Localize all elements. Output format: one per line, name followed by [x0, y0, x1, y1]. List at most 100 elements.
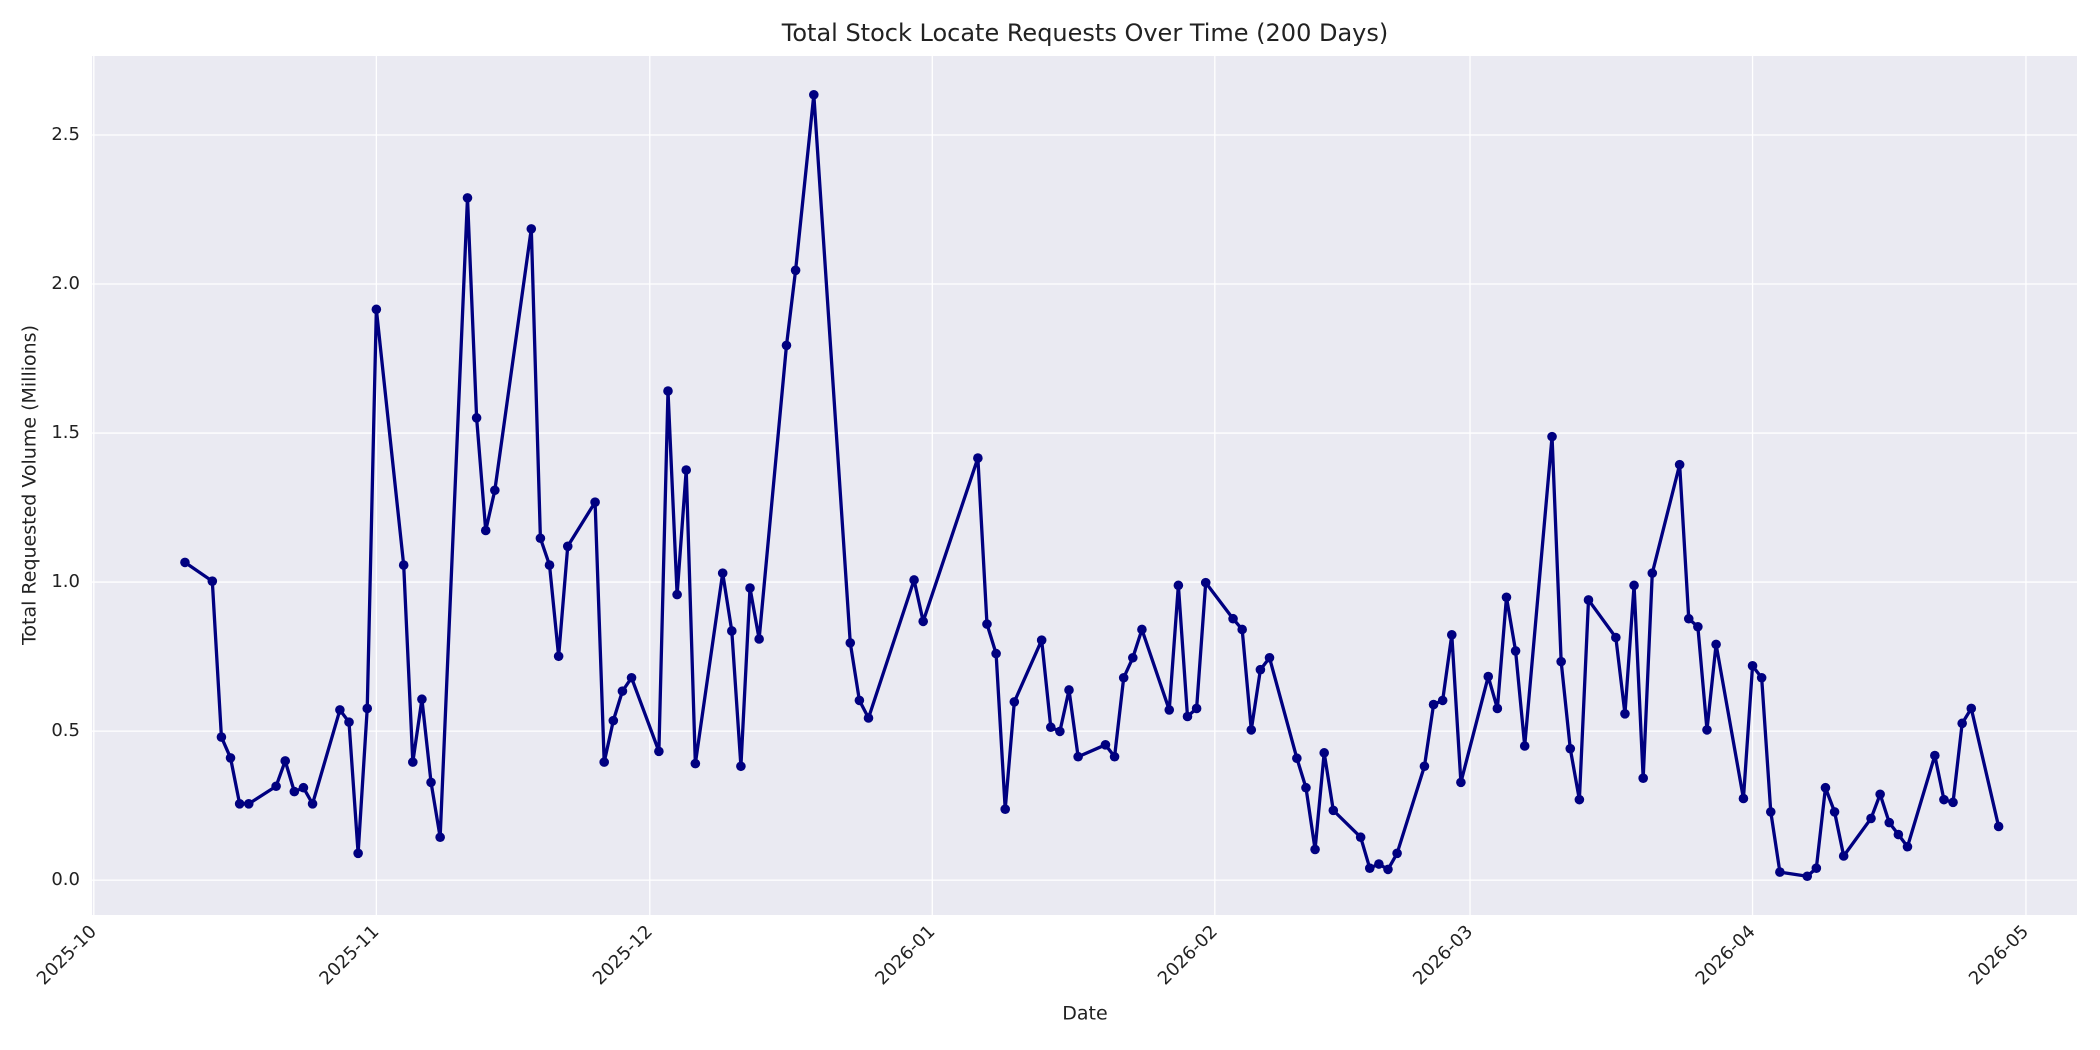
data-point [216, 732, 227, 742]
data-point [1647, 568, 1658, 578]
data-point [790, 265, 801, 276]
data-point [1164, 705, 1175, 715]
data-point [991, 648, 1001, 659]
data-point [544, 560, 555, 570]
data-point [1683, 613, 1694, 624]
data-point [1009, 697, 1020, 707]
data-point [736, 761, 746, 772]
data-point [307, 799, 318, 809]
data-point [982, 619, 992, 629]
data-point [298, 782, 309, 793]
data-point [626, 672, 637, 683]
data-point [362, 703, 373, 714]
data-point [280, 756, 291, 766]
data-point [1064, 685, 1074, 695]
data-point [1000, 804, 1011, 814]
data-point [1492, 703, 1503, 714]
y-axis-label: Total Requested Volume (Millions) [19, 325, 41, 646]
data-point [717, 568, 728, 578]
x-tick-label: 2025-11 [315, 921, 383, 989]
data-point [1428, 699, 1439, 710]
data-point [1711, 639, 1721, 650]
data-point [1501, 592, 1512, 603]
data-point [1383, 864, 1393, 875]
data-point [1875, 789, 1885, 800]
data-point [973, 453, 983, 463]
data-point [1328, 805, 1339, 816]
data-point [207, 576, 218, 586]
data-point [1483, 671, 1494, 682]
y-tick-label: 0.5 [51, 720, 80, 741]
data-point [1775, 867, 1785, 877]
data-point [726, 626, 737, 636]
data-point [417, 694, 427, 705]
y-tick-label: 0.0 [51, 869, 80, 890]
data-point [1355, 832, 1366, 843]
data-point [1611, 632, 1621, 643]
x-axis-label: Date [1062, 1003, 1107, 1025]
data-point [1200, 577, 1211, 588]
data-point [426, 777, 436, 788]
data-point [654, 746, 664, 757]
data-point [1118, 672, 1129, 683]
data-point [745, 583, 755, 593]
data-point [1191, 703, 1202, 714]
marks [180, 89, 2004, 882]
data-point [344, 717, 354, 727]
data-point [462, 193, 473, 203]
y-tick-label: 1.0 [51, 571, 80, 592]
data-point [781, 340, 792, 351]
data-point [1884, 817, 1895, 828]
data-point [1456, 777, 1466, 788]
data-point [754, 634, 764, 644]
data-point [435, 832, 445, 843]
data-point [1930, 750, 1940, 761]
chart-title: Total Stock Locate Requests Over Time (2… [781, 19, 1388, 47]
data-point [809, 89, 819, 100]
data-point [1374, 859, 1384, 869]
data-point [234, 799, 245, 809]
y-tick-label: 2.5 [51, 124, 80, 145]
data-point [1547, 431, 1557, 442]
data-point [909, 575, 919, 585]
y-tick-label: 1.5 [51, 422, 80, 443]
data-point [1620, 709, 1630, 719]
data-point [1264, 652, 1275, 663]
data-point [1228, 613, 1238, 624]
data-point [1638, 773, 1648, 783]
data-point [243, 799, 254, 809]
data-point [1246, 725, 1257, 735]
data-point [1829, 807, 1840, 817]
x-tick-label: 2026-05 [1965, 921, 2033, 989]
data-point [1802, 871, 1813, 882]
data-point [1893, 829, 1904, 840]
data-point [690, 758, 701, 769]
data-point [1173, 580, 1184, 591]
data-point [590, 497, 600, 507]
data-point [1583, 595, 1594, 605]
data-point [1128, 652, 1138, 663]
data-point [1109, 751, 1120, 762]
data-point [672, 589, 682, 600]
data-point [1811, 863, 1822, 874]
x-tick-label: 2026-01 [871, 921, 939, 989]
data-point [1765, 807, 1776, 817]
data-point [1100, 740, 1111, 750]
plot-area [92, 56, 2077, 915]
data-point [1237, 624, 1247, 635]
data-point [1957, 718, 1967, 729]
data-point [1392, 848, 1402, 859]
data-point [599, 757, 609, 767]
data-point [1055, 726, 1065, 737]
data-point [1310, 844, 1320, 855]
data-point [1702, 725, 1712, 735]
data-point [863, 713, 874, 723]
x-tick-label: 2025-12 [589, 921, 657, 989]
data-point [918, 616, 928, 627]
data-point [608, 715, 619, 726]
x-tick-label: 2026-02 [1154, 921, 1222, 989]
data-point [1292, 753, 1302, 764]
data-line [184, 93, 2001, 878]
data-point [1036, 635, 1047, 645]
data-point [180, 557, 190, 568]
